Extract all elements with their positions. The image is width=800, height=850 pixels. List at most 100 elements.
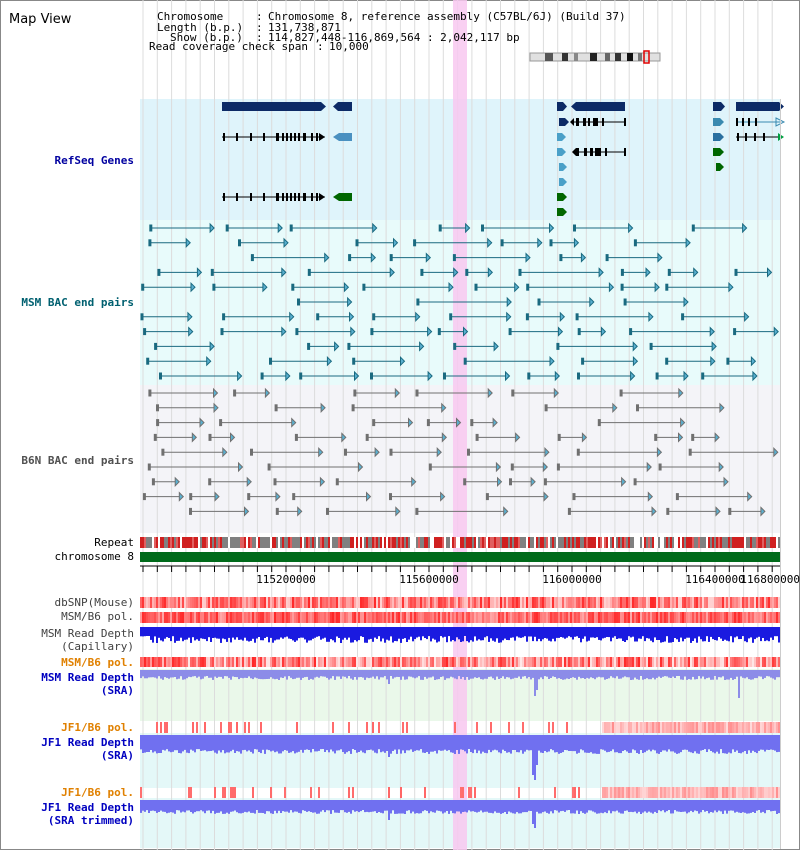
depth-bar (220, 670, 222, 677)
depth-bar (428, 627, 430, 637)
chromosome-bar[interactable] (140, 552, 780, 562)
heat-cell (384, 657, 386, 667)
jf1-b6-pol-heat-strip-2[interactable] (140, 787, 780, 798)
repeat-segment (544, 537, 546, 548)
heat-cell (514, 597, 516, 608)
msm-b6-pol-heat-strip[interactable] (140, 612, 780, 623)
heat-cell (318, 612, 320, 623)
depth-bar (624, 735, 626, 751)
heat-cell (698, 597, 700, 608)
bac-end-arrow (237, 370, 243, 382)
heat-cell (708, 722, 710, 733)
heat-cell (718, 787, 720, 798)
repeat-segment (736, 537, 738, 548)
depth-bar (540, 800, 542, 814)
heat-cell (666, 787, 668, 798)
depth-bar (440, 735, 442, 751)
refseq-gene-models[interactable] (222, 102, 786, 216)
depth-bar (438, 800, 440, 811)
heat-cell (204, 612, 206, 623)
depth-bar (242, 670, 244, 679)
heat-cell (384, 612, 386, 623)
depth-bar (268, 735, 270, 751)
depth-bar (290, 670, 292, 678)
depth-bar (478, 735, 480, 751)
heat-cell (750, 787, 752, 798)
repeat-segment (376, 537, 378, 548)
depth-bar (448, 735, 450, 751)
heat-cell (692, 612, 694, 623)
depth-bar (216, 735, 218, 754)
heat-cell (686, 657, 688, 667)
depth-bar (324, 735, 326, 752)
depth-bar (622, 735, 624, 751)
depth-bar (264, 670, 266, 680)
heat-cell (504, 597, 506, 608)
jf1-sra-depth-histogram[interactable] (140, 735, 780, 780)
bac-end-marker (633, 478, 637, 486)
repeat-track[interactable] (140, 537, 780, 548)
depth-bar (254, 735, 256, 750)
msm-bac-end-pairs[interactable] (140, 222, 779, 382)
heat-cell (296, 612, 298, 623)
depth-bar (474, 735, 476, 750)
heat-cell (406, 657, 408, 667)
depth-bar (714, 670, 716, 676)
heat-cell (236, 657, 238, 667)
dbsnp-heat-strip[interactable] (140, 597, 780, 608)
bac-end-marker (654, 433, 658, 441)
heat-cell (382, 597, 384, 608)
heat-cell (354, 612, 356, 623)
depth-bar (354, 735, 356, 750)
heat-cell (778, 657, 780, 667)
depth-bar (240, 800, 242, 814)
heat-cell (454, 612, 456, 623)
b6n-bac-end-pairs[interactable] (142, 387, 779, 517)
heat-cell (302, 612, 304, 623)
depth-bar (494, 627, 496, 642)
heat-cell (242, 597, 244, 608)
depth-bar (386, 670, 388, 680)
axis-tick-label: 116400000 (685, 573, 745, 586)
repeat-segment (754, 537, 756, 548)
heat-cell (608, 657, 610, 667)
jf1-b6-pol-heat-strip[interactable] (156, 722, 780, 733)
heat-cell (142, 597, 144, 608)
depth-bar (396, 800, 398, 814)
depth-bar (608, 735, 610, 752)
depth-bar (636, 735, 638, 753)
chromosome-ideogram[interactable] (529, 50, 661, 64)
msm-b6-pol-sra-heat-strip[interactable] (140, 657, 780, 667)
repeat-segment (322, 537, 324, 548)
msm-sra-depth-histogram[interactable] (140, 670, 780, 698)
heat-cell (326, 657, 328, 667)
depth-bar (376, 627, 378, 639)
depth-bar (426, 627, 428, 640)
depth-bar (236, 735, 238, 752)
depth-bar (146, 735, 148, 752)
heat-cell (622, 787, 624, 798)
heat-cell (640, 787, 642, 798)
depth-bar (554, 735, 556, 753)
heat-cell (664, 597, 666, 608)
jf1-trimmed-depth-histogram[interactable] (140, 800, 780, 828)
heat-cell (508, 612, 510, 623)
depth-bar (700, 800, 702, 813)
depth-bar (742, 627, 744, 637)
heat-cell (616, 612, 618, 623)
depth-bar (216, 800, 218, 813)
heat-cell (766, 612, 768, 623)
repeat-segment (244, 537, 246, 548)
depth-bar (456, 627, 458, 638)
depth-bar (196, 735, 198, 750)
heat-cell (148, 612, 150, 623)
heat-cell (740, 597, 742, 608)
heat-cell (278, 657, 280, 667)
depth-bar (442, 670, 444, 677)
depth-bar (196, 670, 198, 678)
depth-bar (388, 735, 390, 757)
depth-bar (574, 627, 576, 637)
depth-bar (612, 800, 614, 812)
repeat-segment (406, 537, 408, 548)
msm-capillary-depth-histogram[interactable] (140, 627, 780, 643)
